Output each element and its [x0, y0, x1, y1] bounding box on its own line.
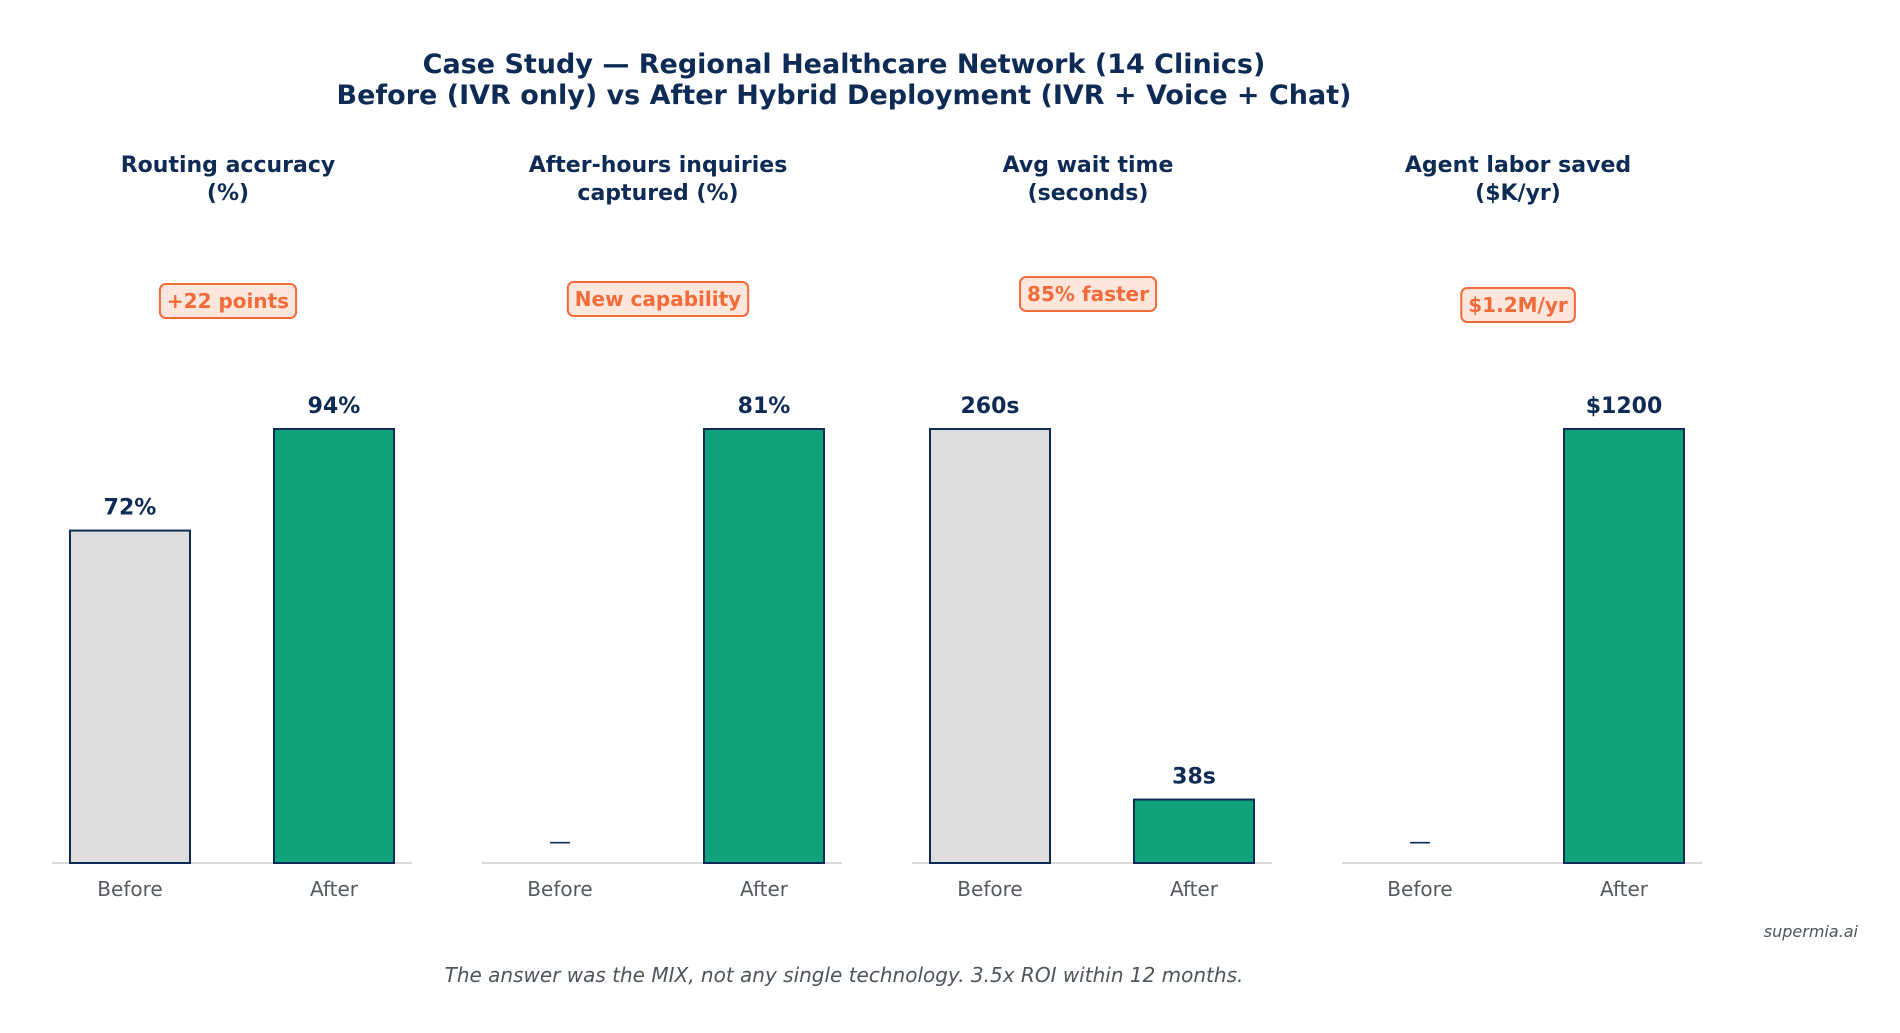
x-tick-label: Before [527, 877, 592, 901]
figure-title-line-1: Case Study — Regional Healthcare Network… [423, 49, 1266, 80]
chart-panel-4: Agent labor saved ($K/yr) $1.2M/yr — Before $… [1342, 153, 1702, 901]
chart-panel-3: Avg wait time (seconds) 85% faster 260s Befo… [912, 153, 1272, 901]
panel-title-line: captured (%) [577, 181, 738, 206]
callout-badge [566, 281, 750, 317]
chart-panel-1: Routing accuracy (%) +22 points 72% Before 94… [52, 153, 412, 901]
bar-after [1133, 798, 1255, 864]
value-label: 72% [104, 496, 157, 521]
value-label: $1200 [1586, 394, 1663, 419]
bar-after [703, 428, 825, 864]
value-label: 94% [308, 394, 361, 419]
panel-title-line: Avg wait time [1003, 153, 1174, 178]
panel-title-line: Routing accuracy [121, 153, 336, 178]
value-label: — [549, 830, 571, 855]
callout-badge [1460, 287, 1576, 323]
value-label: 38s [1172, 765, 1216, 790]
panel-title-line: Agent labor saved [1405, 153, 1631, 178]
value-label: — [1409, 830, 1431, 855]
callout-badge-text: 85% faster [1027, 282, 1149, 306]
panel-title-line: (%) [207, 181, 249, 206]
x-tick-label: Before [97, 877, 162, 901]
callout-badge-text: $1.2M/yr [1468, 293, 1568, 317]
callout-badge [158, 283, 298, 319]
x-tick-label: After [1170, 877, 1219, 901]
panel-title-line: (seconds) [1028, 181, 1149, 206]
bar-before [69, 529, 191, 864]
x-tick-label: After [740, 877, 789, 901]
value-label: 260s [960, 394, 1019, 419]
x-tick-label: Before [1387, 877, 1452, 901]
chart-panels: Routing accuracy (%) +22 points 72% Before 94… [52, 153, 1702, 901]
callout-badge [1019, 276, 1158, 312]
value-label: 81% [738, 394, 791, 419]
chart-panel-2: After-hours inquiries captured (%) New cap… [482, 153, 842, 901]
figure-title-line-2: Before (IVR only) vs After Hybrid Deploy… [337, 80, 1352, 111]
footnote-text: The answer was the MIX, not any single t… [445, 963, 1244, 987]
bar-after [273, 428, 395, 864]
x-tick-label: Before [957, 877, 1022, 901]
x-tick-label: After [1600, 877, 1649, 901]
bar-after [1563, 428, 1685, 864]
panel-title-line: After-hours inquiries [529, 153, 788, 178]
panel-title-line: ($K/yr) [1475, 181, 1561, 206]
x-tick-label: After [310, 877, 359, 901]
credit-text: supermia.ai [1764, 922, 1859, 941]
callout-badge-text: New capability [575, 287, 741, 311]
bar-before [929, 428, 1051, 864]
callout-badge-text: +22 points [167, 289, 289, 313]
